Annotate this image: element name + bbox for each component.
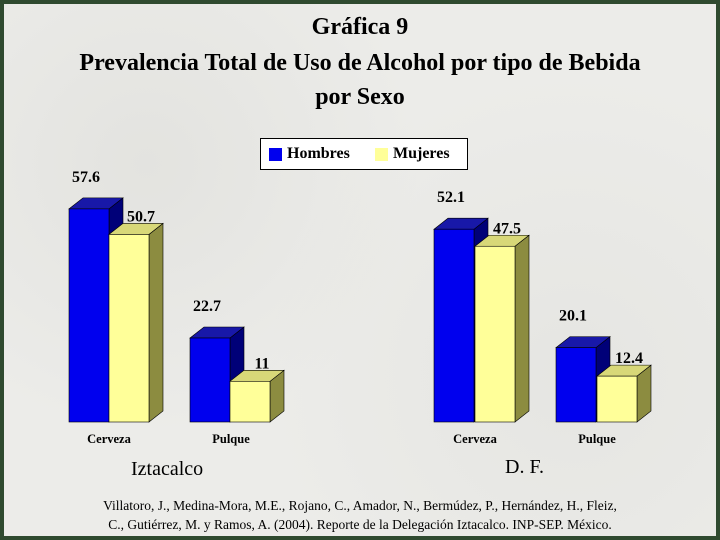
category-label-0-0: Cerveza	[87, 432, 131, 446]
data-label-mujeres-1-0: 47.5	[493, 220, 521, 237]
bar-mujeres-0-1	[229, 369, 285, 423]
chart-legend: Hombres Mujeres	[260, 138, 468, 170]
chart-title-line2: Prevalencia Total de Uso de Alcohol por …	[79, 50, 641, 76]
category-label-0-1: Pulque	[212, 432, 250, 446]
data-label-hombres-1-0: 52.1	[437, 189, 465, 206]
group-label-iztacalco: Iztacalco	[131, 458, 204, 480]
data-label-hombres-0-1: 22.7	[193, 298, 221, 315]
category-label-1-0: Cerveza	[453, 432, 497, 446]
data-label-hombres-1-1: 20.1	[559, 308, 587, 325]
citation-line1: Villatoro, J., Medina-Mora, M.E., Rojano…	[103, 498, 617, 513]
chart-title-line3: por Sexo	[315, 84, 405, 110]
group-label-df: D. F.	[505, 456, 544, 478]
legend-item-hombres: Hombres	[269, 145, 350, 163]
data-label-mujeres-0-1: 11	[254, 355, 269, 372]
category-label-1-1: Pulque	[578, 432, 616, 446]
data-label-mujeres-1-1: 12.4	[615, 350, 643, 367]
legend-swatch-hombres	[269, 147, 282, 161]
citation: Villatoro, J., Medina-Mora, M.E., Rojano…	[0, 496, 720, 534]
bar-mujeres-0-0	[108, 222, 164, 423]
citation-line2: C., Gutiérrez, M. y Ramos, A. (2004). Re…	[108, 517, 612, 532]
data-label-mujeres-0-0: 50.7	[127, 208, 155, 225]
legend-item-mujeres: Mujeres	[375, 145, 450, 163]
bar-mujeres-1-1	[596, 364, 652, 423]
bar-mujeres-1-0	[474, 234, 530, 423]
legend-label-hombres: Hombres	[287, 145, 350, 162]
legend-label-mujeres: Mujeres	[393, 145, 450, 162]
data-label-hombres-0-0: 57.6	[72, 169, 100, 186]
chart-title-line1: Gráfica 9	[311, 14, 409, 40]
legend-swatch-mujeres	[375, 147, 388, 161]
